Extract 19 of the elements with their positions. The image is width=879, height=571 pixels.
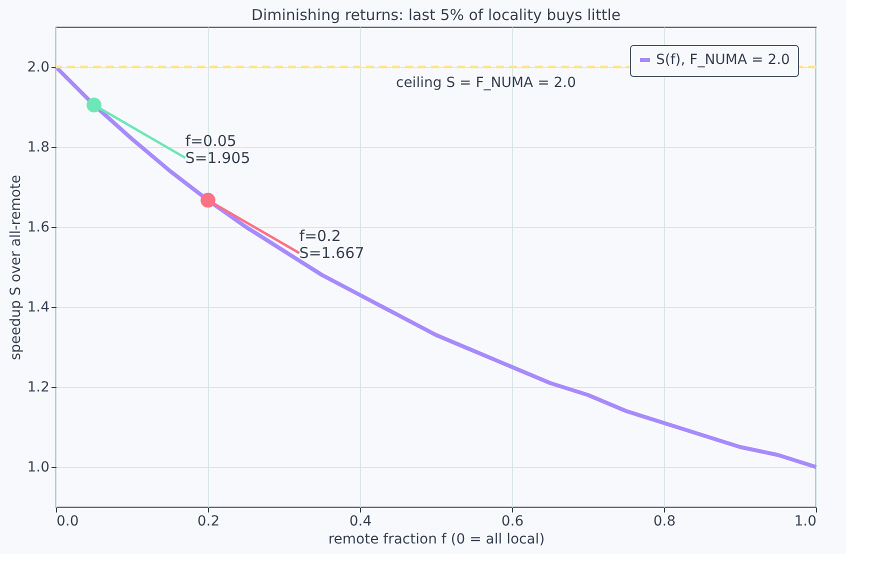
x-tick-label: 1.0 — [794, 514, 816, 530]
y-tick-label: 2.0 — [27, 60, 50, 76]
y-tick-label: 1.2 — [27, 380, 50, 396]
chart-title: Diminishing returns: last 5% of locality buys little — [251, 6, 621, 24]
x-tick-label: 0.8 — [653, 514, 676, 530]
x-tick-label: 0.2 — [197, 514, 220, 530]
x-axis-title: remote fraction f (0 = all local) — [328, 532, 545, 548]
x-tick-label: 0.4 — [349, 514, 372, 530]
x-tick-label: 0.6 — [501, 514, 524, 530]
y-tick-label: 1.0 — [27, 460, 50, 476]
annotation: f=0.05 S=1.905 — [185, 132, 250, 167]
x-tick-label: 0.0 — [56, 514, 79, 530]
y-tick-label: 1.8 — [27, 140, 50, 156]
annotation: f=0.2 S=1.667 — [299, 227, 364, 262]
ref-line-label: ceiling S = F_NUMA = 2.0 — [396, 75, 576, 91]
legend-label: S(f), F_NUMA = 2.0 — [656, 52, 790, 68]
y-axis-title: speedup S over all-remote — [8, 174, 24, 360]
y-tick-label: 1.4 — [27, 300, 50, 316]
y-tick-label: 1.6 — [27, 220, 50, 236]
